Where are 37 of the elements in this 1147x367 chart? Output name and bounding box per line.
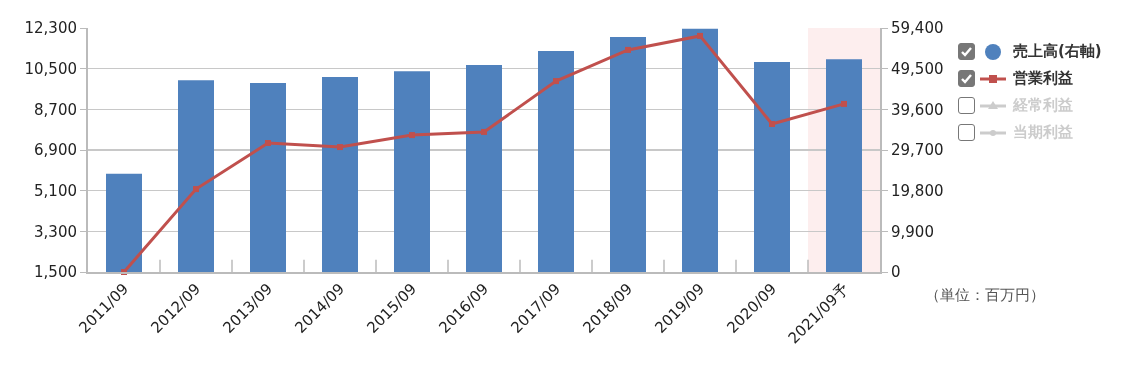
bar [394,71,430,272]
point [553,78,559,85]
y-tick-label: 1,500 [34,263,77,282]
legend-label: 営業利益 [1013,69,1073,88]
y2-tick-label: 49,500 [891,59,944,78]
bar [322,76,358,272]
point [193,186,199,193]
y2-tick-label: 19,800 [891,181,944,200]
y-tick-label: 8,700 [34,100,77,119]
point [265,140,271,146]
text: （単位：百万円） [925,286,1045,305]
point [409,132,415,139]
point [841,100,847,107]
y-tick-label: 10,500 [24,59,77,78]
y2-tick-label: 9,900 [891,222,934,241]
y2-tick-label: 29,700 [891,141,944,160]
point [337,144,343,151]
bar [106,173,142,272]
bar [754,62,790,272]
point [625,46,631,53]
bar [538,51,574,272]
y-tick-label: 12,300 [24,19,77,38]
point [769,121,775,128]
bar [610,37,646,272]
bar [682,28,718,272]
bar [466,64,502,272]
y-tick-label: 3,300 [34,222,77,241]
point [481,128,487,135]
y2-tick-label: 39,600 [891,100,944,119]
bar [178,80,214,272]
y2-tick-label: 59,400 [891,19,944,38]
bar [250,83,286,272]
legend-label: 売上高(右軸) [1013,42,1102,61]
y2-tick-label: 0 [891,263,901,282]
point [697,32,703,39]
y-tick-label: 5,100 [34,181,77,200]
y-tick-label: 6,900 [34,141,77,160]
